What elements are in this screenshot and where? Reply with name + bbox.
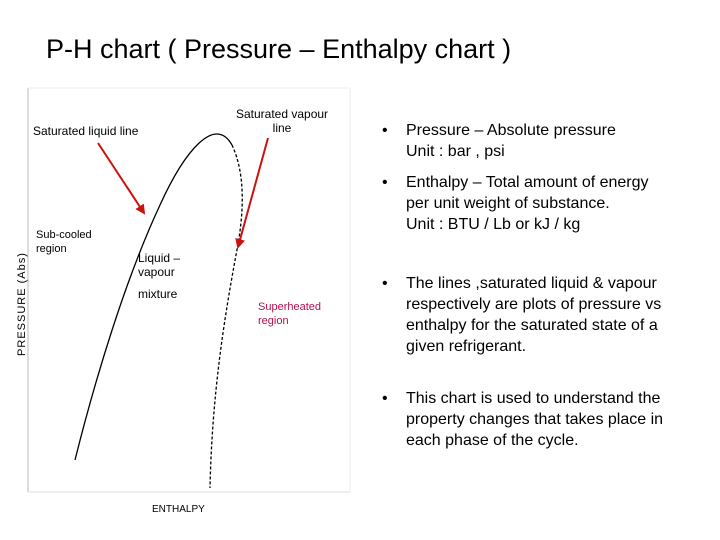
bullet-line: property changes that takes place in — [406, 411, 664, 428]
saturated-vapour-line — [209, 144, 243, 489]
label-mixture: mixture — [138, 287, 178, 301]
label-sub-cooled-region: Sub-cooled region — [36, 229, 92, 255]
bullet-line: each phase of the cycle. — [406, 432, 579, 449]
bullet-line: Unit : BTU / Lb or kJ / kg — [406, 216, 581, 233]
bullet-line: given refrigerant. — [406, 338, 527, 355]
arrow-saturated-vapour — [235, 137, 269, 249]
bullet-line: Enthalpy – Total amount of energy — [406, 174, 649, 191]
label-x-axis: ENTHALPY — [152, 504, 205, 515]
bullet-dot: • — [382, 122, 388, 139]
bullet-dot: • — [382, 174, 388, 191]
label-liquid-vapour: Liquid – vapour — [138, 251, 181, 279]
bullet-line: per unit weight of substance. — [406, 195, 610, 212]
bullet-line: The lines ,saturated liquid & vapour — [406, 275, 657, 292]
label-y-axis: PRESSURE (Abs) — [16, 252, 28, 356]
arrow-saturated-liquid — [97, 142, 146, 215]
label-superheated-region: Superheated region — [258, 301, 321, 327]
saturated-liquid-line — [74, 133, 233, 461]
bullet-dot: • — [382, 390, 388, 407]
bullet-line: Unit : bar , psi — [406, 143, 505, 160]
slide-title: P-H chart ( Pressure – Enthalpy chart ) — [46, 34, 512, 64]
bullet-line: This chart is used to understand the — [406, 390, 661, 407]
bullet-line: enthalpy for the saturated state of a — [406, 317, 658, 334]
bullet-line: Pressure – Absolute pressure — [406, 122, 616, 139]
bullet-dot: • — [382, 275, 388, 292]
label-saturated-vapour-line: Saturated vapour line — [235, 107, 329, 135]
bullet-line: respectively are plots of pressure vs — [406, 296, 662, 313]
label-saturated-liquid-line: Saturated liquid line — [33, 124, 139, 138]
